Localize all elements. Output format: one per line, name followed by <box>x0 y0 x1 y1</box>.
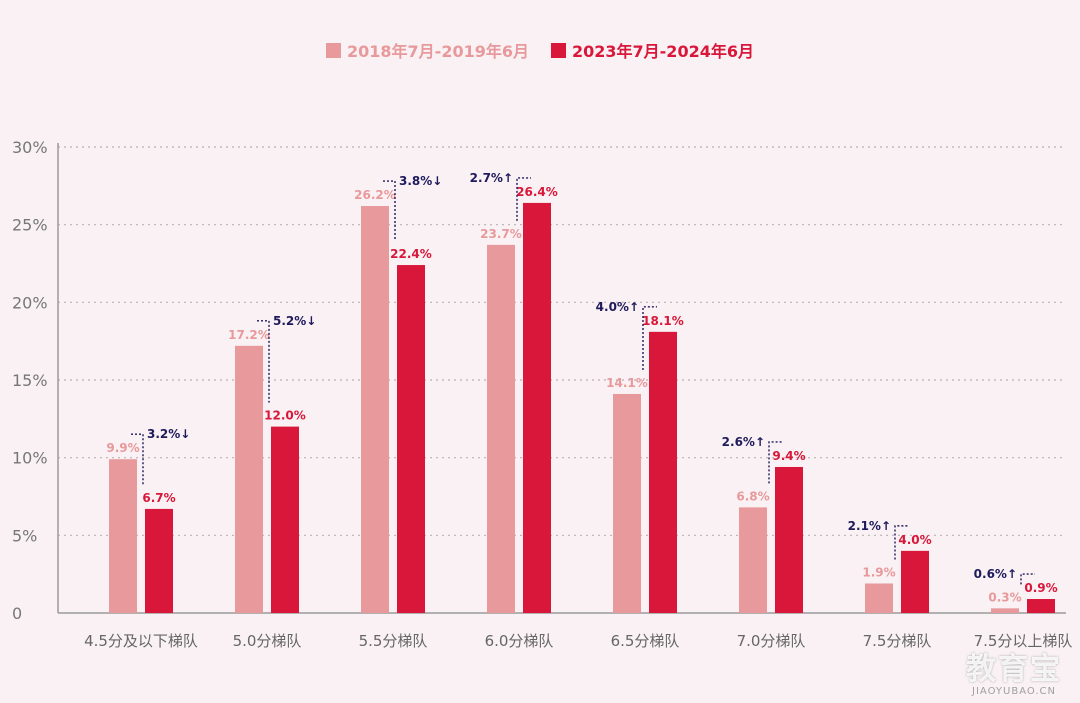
data-label-series-1: 1.9% <box>862 565 895 579</box>
legend-swatch-series-1 <box>326 43 341 58</box>
x-tick-label: 6.0分梯队 <box>485 632 554 650</box>
change-label: 5.2%↓ <box>273 314 316 328</box>
watermark-url: JIAOYUBAO.CN <box>966 686 1062 697</box>
bar-series-1 <box>487 245 515 613</box>
data-label-series-1: 26.2% <box>354 188 396 202</box>
x-tick-label: 5.0分梯队 <box>233 632 302 650</box>
x-tick-label: 7.5分梯队 <box>863 632 932 650</box>
bar-series-2 <box>145 509 173 613</box>
y-tick-label: 15% <box>12 371 48 390</box>
data-label-series-1: 9.9% <box>106 441 139 455</box>
change-label: 3.2%↓ <box>147 427 190 441</box>
y-tick-label: 20% <box>12 293 48 312</box>
data-label-series-1: 6.8% <box>736 489 769 503</box>
bar-series-1 <box>991 608 1019 613</box>
data-label-series-1: 0.3% <box>988 590 1021 604</box>
y-tick-label: 10% <box>12 449 48 468</box>
bar-series-2 <box>397 265 425 613</box>
y-tick-label: 0 <box>12 604 22 623</box>
y-tick-label: 25% <box>12 216 48 235</box>
bar-series-2 <box>775 467 803 613</box>
y-axis-ticks: 0 5% 10% 15% 20% 25% 30% <box>12 138 48 623</box>
bar-series-2 <box>271 427 299 613</box>
bar-series-1 <box>613 394 641 613</box>
data-label-series-1: 14.1% <box>606 376 648 390</box>
y-tick-label: 30% <box>12 138 48 157</box>
x-axis-labels: 4.5分及以下梯队 5.0分梯队 5.5分梯队 6.0分梯队 6.5分梯队 7.0分梯队 7… <box>84 632 1072 650</box>
data-label-series-2: 22.4% <box>390 247 432 261</box>
bars: 9.9% 6.7% 3.2%↓ 17.2% 12.0% 5.2%↓ 26.2% 22.4% 3.… <box>106 171 1057 613</box>
x-tick-label: 7.0分梯队 <box>737 632 806 650</box>
data-label-series-1: 23.7% <box>480 227 522 241</box>
data-label-series-2: 0.9% <box>1024 581 1057 595</box>
data-label-series-2: 18.1% <box>642 314 684 328</box>
change-label: 2.7%↑ <box>470 171 513 185</box>
legend-label-series-1: 2018年7月-2019年6月 <box>347 38 529 62</box>
x-tick-label: 4.5分及以下梯队 <box>84 632 198 650</box>
legend-item-series-2: 2023年7月-2024年6月 <box>551 38 754 62</box>
data-label-series-1: 17.2% <box>228 328 270 342</box>
data-label-series-2: 9.4% <box>772 449 805 463</box>
bar-series-1 <box>739 507 767 613</box>
x-tick-label: 6.5分梯队 <box>611 632 680 650</box>
bar-series-2 <box>901 551 929 613</box>
bar-series-1 <box>109 459 137 613</box>
data-label-series-2: 6.7% <box>142 491 175 505</box>
legend: 2018年7月-2019年6月 2023年7月-2024年6月 <box>0 38 1080 62</box>
change-label: 2.1%↑ <box>848 519 891 533</box>
bar-series-1 <box>235 346 263 613</box>
change-label: 0.6%↑ <box>974 567 1017 581</box>
bar-series-1 <box>361 206 389 613</box>
bar-series-2 <box>649 332 677 613</box>
change-label: 2.6%↑ <box>722 435 765 449</box>
change-label: 4.0%↑ <box>596 300 639 314</box>
data-label-series-2: 4.0% <box>898 533 931 547</box>
y-tick-label: 5% <box>12 526 37 545</box>
x-tick-label: 7.5分以上梯队 <box>974 632 1073 650</box>
legend-label-series-2: 2023年7月-2024年6月 <box>572 38 754 62</box>
watermark-logo-text: 教育宝 <box>966 654 1062 686</box>
change-label: 3.8%↓ <box>399 174 442 188</box>
bar-series-2 <box>523 203 551 613</box>
bar-series-1 <box>865 583 893 613</box>
data-label-series-2: 12.0% <box>264 409 306 423</box>
bar-series-2 <box>1027 599 1055 613</box>
legend-swatch-series-2 <box>551 43 566 58</box>
data-label-series-2: 26.4% <box>516 185 558 199</box>
watermark: 教育宝 JIAOYUBAO.CN <box>966 654 1062 697</box>
x-tick-label: 5.5分梯队 <box>359 632 428 650</box>
legend-item-series-1: 2018年7月-2019年6月 <box>326 38 529 62</box>
